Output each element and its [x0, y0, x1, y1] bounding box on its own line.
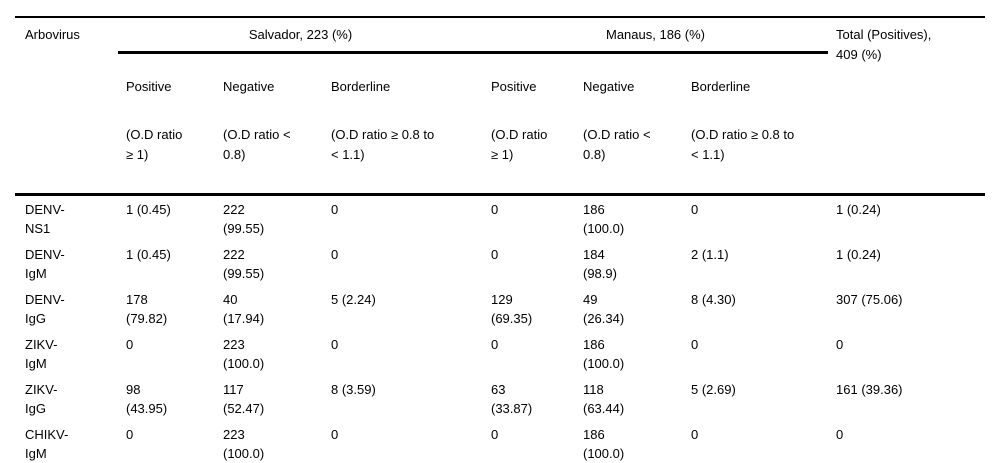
column-header-manaus-borderline: Borderline (O.D ratio ≥ 0.8 to < 1.1)	[683, 52, 829, 196]
column-header-salvador-borderline: Borderline (O.D ratio ≥ 0.8 to < 1.1)	[323, 52, 483, 196]
table-cell: 63 (33.87)	[491, 381, 533, 417]
table-cell: 0	[691, 426, 699, 442]
table-cell: 0	[491, 246, 499, 262]
table-cell: 118 (63.44)	[583, 381, 625, 417]
table-cell: 186 (100.0)	[583, 426, 625, 462]
table-cell: 0	[331, 336, 339, 352]
table-cell: 117 (52.47)	[223, 381, 265, 417]
subcolumn-label: Borderline	[691, 79, 751, 94]
table-cell: 0	[491, 426, 499, 442]
table-cell: 1 (0.45)	[126, 201, 171, 217]
table-cell: 161 (39.36)	[836, 381, 903, 397]
table-cell: 222 (99.55)	[223, 246, 265, 282]
row-header: CHIKV- IgM	[25, 426, 69, 462]
arbovirus-serology-table: Arbovirus Salvador, 223 (%) Manaus, 186 …	[15, 16, 986, 463]
subcolumn-criteria: (O.D ratio < 0.8)	[223, 127, 291, 162]
subcolumn-label: Positive	[126, 79, 172, 94]
subcolumn-criteria: (O.D ratio ≥ 0.8 to < 1.1)	[691, 127, 795, 162]
table-row: DENV- IgM 1 (0.45) 222 (99.55) 0 0 184 (…	[15, 241, 985, 286]
group-header-salvador: Salvador, 223 (%)	[118, 17, 483, 54]
table-cell: 40 (17.94)	[223, 291, 265, 327]
table-cell: 1 (0.45)	[126, 246, 171, 262]
row-header: DENV- IgM	[25, 246, 65, 282]
column-header-salvador-positive: Positive (O.D ratio ≥ 1)	[118, 52, 215, 196]
table-row: DENV- NS1 1 (0.45) 222 (99.55) 0 0 186 (…	[15, 194, 985, 241]
table-cell: 222 (99.55)	[223, 201, 265, 237]
table-cell: 184 (98.9)	[583, 246, 617, 282]
table-cell: 223 (100.0)	[223, 426, 265, 462]
table-row: ZIKV- IgG 98 (43.95) 117 (52.47) 8 (3.59…	[15, 376, 985, 421]
table-cell: 178 (79.82)	[126, 291, 168, 327]
table-row: DENV- IgG 178 (79.82) 40 (17.94) 5 (2.24…	[15, 286, 985, 331]
row-header: ZIKV- IgM	[25, 336, 58, 372]
header-row-groups: Arbovirus Salvador, 223 (%) Manaus, 186 …	[15, 17, 986, 196]
group-header-manaus: Manaus, 186 (%)	[483, 17, 829, 54]
subcolumn-label: Positive	[491, 79, 537, 94]
table-cell: 2 (1.1)	[691, 246, 729, 262]
table-cell: 5 (2.69)	[691, 381, 736, 397]
table-cell: 0	[331, 201, 339, 217]
table-cell: 5 (2.24)	[331, 291, 376, 307]
column-header-manaus-positive: Positive (O.D ratio ≥ 1)	[483, 52, 575, 196]
subcolumn-label: Negative	[223, 79, 275, 94]
table-cell: 98 (43.95)	[126, 381, 168, 417]
column-header-total: Total (Positives), 409 (%)	[828, 17, 986, 196]
table-cell: 0	[126, 426, 134, 442]
table-row: CHIKV- IgM 0 223 (100.0) 0 0 186 (100.0)…	[15, 421, 985, 463]
subcolumn-label: Negative	[583, 79, 635, 94]
table-cell: 186 (100.0)	[583, 201, 625, 237]
subcolumn-criteria: (O.D ratio < 0.8)	[583, 127, 651, 162]
table-cell: 0	[836, 426, 844, 442]
subcolumn-label: Borderline	[331, 79, 391, 94]
table-cell: 0	[331, 246, 339, 262]
table-cell: 8 (3.59)	[331, 381, 376, 397]
table-cell: 186 (100.0)	[583, 336, 625, 372]
table-cell: 1 (0.24)	[836, 201, 881, 217]
table-row: ZIKV- IgM 0 223 (100.0) 0 0 186 (100.0) …	[15, 331, 985, 376]
table-cell: 129 (69.35)	[491, 291, 533, 327]
table-cell: 0	[691, 201, 699, 217]
subcolumn-criteria: (O.D ratio ≥ 1)	[491, 127, 548, 162]
subcolumn-criteria: (O.D ratio ≥ 0.8 to < 1.1)	[331, 127, 435, 162]
table-cell: 223 (100.0)	[223, 336, 265, 372]
table-cell: 49 (26.34)	[583, 291, 625, 327]
column-header-manaus-negative: Negative (O.D ratio < 0.8)	[575, 52, 683, 196]
table-cell: 0	[491, 336, 499, 352]
subcolumn-criteria: (O.D ratio ≥ 1)	[126, 127, 183, 162]
table-cell: 0	[126, 336, 134, 352]
column-header-salvador-negative: Negative (O.D ratio < 0.8)	[215, 52, 323, 196]
column-header-arbovirus: Arbovirus	[15, 17, 118, 196]
row-header: ZIKV- IgG	[25, 381, 58, 417]
row-header: DENV- IgG	[25, 291, 65, 327]
table-cell: 0	[691, 336, 699, 352]
table-cell: 1 (0.24)	[836, 246, 881, 262]
table-cell: 8 (4.30)	[691, 291, 736, 307]
table-cell: 307 (75.06)	[836, 291, 903, 307]
table-cell: 0	[491, 201, 499, 217]
table-cell: 0	[836, 336, 844, 352]
row-header: DENV- NS1	[25, 201, 65, 237]
table-cell: 0	[331, 426, 339, 442]
header-row-subcolumns: Positive (O.D ratio ≥ 1) Negative (O.D r…	[15, 52, 985, 196]
